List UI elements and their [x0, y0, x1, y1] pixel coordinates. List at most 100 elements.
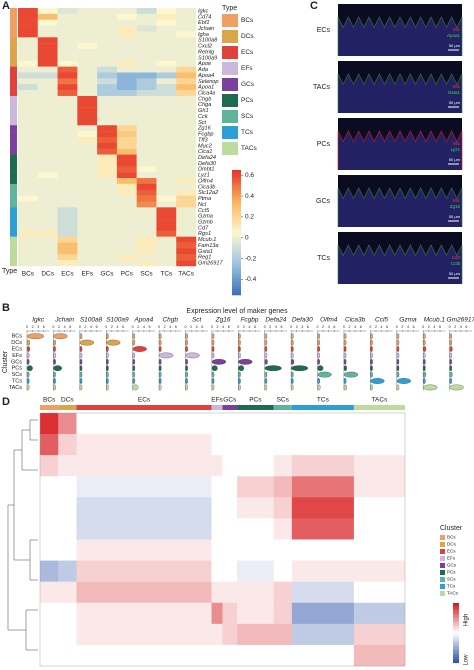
heatmap-cell — [176, 260, 197, 267]
heatmap-cell — [116, 101, 137, 108]
cluster-label: BCs — [43, 397, 56, 404]
heatmap-cell — [176, 101, 197, 108]
colorbar-step — [232, 228, 241, 231]
violin — [158, 352, 174, 359]
legend-swatch — [440, 535, 445, 540]
heatmap-cell — [97, 230, 118, 237]
row-label: ECs — [317, 27, 331, 34]
violin — [132, 371, 136, 378]
heatmap-block — [58, 413, 77, 435]
heatmap-cell — [57, 131, 78, 138]
heatmap-block — [353, 476, 406, 498]
cluster-label: DCs — [61, 397, 74, 404]
heatmap-cell — [176, 66, 197, 73]
heatmap-cell — [37, 37, 58, 44]
violin — [238, 346, 241, 352]
column-label: TACs — [178, 271, 195, 278]
heatmap-cell — [136, 119, 157, 126]
violin — [343, 339, 347, 346]
heatmap-cell — [57, 160, 78, 167]
heatmap-cell — [136, 13, 157, 20]
heatmap-cell — [37, 242, 58, 249]
heatmap-cell — [37, 95, 58, 103]
heatmap-cell — [57, 54, 78, 61]
heatmap-cell — [136, 254, 157, 261]
column-label: EFs — [81, 271, 93, 278]
heatmap-cell — [97, 66, 118, 73]
violin — [396, 371, 400, 378]
heatmap-cell — [57, 49, 78, 56]
legend-label: DCs — [447, 542, 456, 547]
heatmap-cell — [116, 60, 137, 67]
heatmap-cell — [18, 230, 38, 237]
violin — [79, 352, 83, 359]
heatmap-cell — [57, 178, 78, 185]
heatmap-cell — [77, 142, 98, 149]
colorbar-step — [232, 186, 241, 190]
heatmap-cell — [37, 236, 58, 243]
legend-label: TACs — [447, 591, 459, 596]
type-bar — [10, 31, 17, 38]
colorbar-step — [232, 213, 241, 217]
violin — [132, 365, 136, 372]
legend-gradient — [453, 645, 459, 648]
heatmap-cell — [156, 154, 177, 161]
violin — [370, 365, 373, 372]
x-tick-label: 0 — [449, 325, 451, 329]
heatmap-cell — [176, 137, 197, 144]
violin — [106, 371, 109, 378]
heatmap-cell — [37, 230, 58, 237]
heatmap-cell — [136, 154, 157, 161]
heatmap-cell — [57, 166, 78, 173]
violin — [106, 358, 109, 365]
type-bar — [10, 137, 17, 144]
heatmap-cell — [37, 148, 58, 155]
heatmap-block — [273, 518, 293, 540]
x-tick-label: 0 — [290, 325, 292, 329]
heatmap-block — [211, 413, 223, 435]
violin — [317, 339, 320, 346]
heatmap-cell — [116, 95, 137, 103]
heatmap-cell — [57, 66, 78, 73]
type-bar — [10, 84, 17, 91]
heatmap-cell — [176, 72, 197, 79]
heatmap-cell — [176, 25, 197, 32]
heatmap-block — [40, 602, 59, 625]
gene-label: Ada — [197, 67, 208, 73]
panel-label: D — [2, 396, 10, 408]
x-tick-label: 2 — [190, 325, 192, 329]
gene-label: Gsta1 — [198, 249, 213, 255]
violin — [317, 333, 320, 340]
colorbar-label: 0.2 — [245, 214, 254, 221]
heatmap-cell — [156, 66, 177, 73]
heatmap-cell — [18, 160, 38, 167]
heatmap-block — [291, 644, 355, 667]
x-tick-label: 6 — [175, 325, 177, 329]
gene-label: Olfm4 — [198, 178, 213, 184]
violin — [238, 365, 245, 372]
legend-swatch — [222, 30, 238, 43]
heatmap-cell — [116, 242, 137, 249]
violin — [106, 339, 121, 346]
heatmap-cell — [37, 254, 58, 261]
heatmap-cell — [57, 137, 78, 144]
heatmap-block — [273, 581, 293, 603]
type-bar — [10, 8, 17, 15]
heatmap-cell — [136, 160, 157, 167]
heatmap-cell — [57, 95, 78, 103]
type-bar — [10, 213, 17, 220]
heatmap-block — [273, 602, 293, 625]
heatmap-cell — [57, 43, 78, 50]
x-tick-label: 6 — [465, 325, 467, 329]
heatmap-cell — [156, 113, 177, 120]
heatmap-cell — [97, 31, 118, 38]
gene-label: Ebf1 — [198, 20, 210, 26]
heatmap-cell — [18, 60, 38, 67]
legend-gradient — [453, 621, 459, 624]
heatmap-cell — [97, 195, 118, 202]
heatmap-cell — [97, 119, 118, 126]
x-tick-label: 6 — [43, 325, 45, 329]
violin — [449, 333, 452, 340]
violin — [343, 371, 359, 378]
gene-label: Sct — [192, 317, 203, 324]
